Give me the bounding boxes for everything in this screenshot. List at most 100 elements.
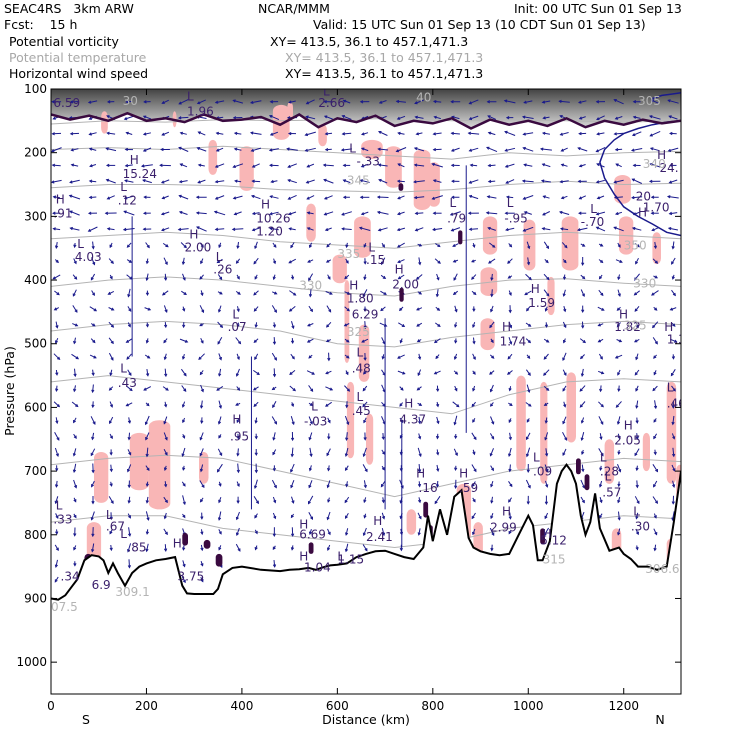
- wind-vector-head: [323, 212, 327, 216]
- wind-vector: [345, 370, 349, 376]
- wind-vector: [396, 115, 406, 120]
- wind-vector-head: [381, 356, 385, 360]
- wind-vector: [631, 131, 642, 137]
- theta-contour-label: 305: [638, 94, 661, 108]
- wind-vector-head: [648, 179, 653, 184]
- wind-vector-head: [56, 437, 60, 441]
- wind-vector-head: [182, 467, 186, 471]
- wind-vector-head: [542, 195, 546, 199]
- wind-vector: [163, 305, 168, 313]
- wind-vector-shaft: [270, 227, 279, 231]
- wind-vector-head: [345, 244, 349, 249]
- wind-vector-head: [545, 453, 549, 457]
- wind-vector: [236, 433, 240, 440]
- wind-vector: [671, 415, 675, 426]
- wind-vector-shaft: [305, 147, 316, 152]
- wind-vector-head: [92, 261, 96, 266]
- wind-vector-head: [599, 467, 603, 472]
- wind-vector-head: [509, 325, 513, 329]
- wind-vector-shaft: [526, 241, 530, 249]
- wind-vector-head: [418, 356, 422, 361]
- wind-vector: [51, 132, 62, 136]
- wind-vector-shaft: [598, 416, 604, 425]
- wind-vector-head: [250, 131, 254, 135]
- wind-vector-head: [236, 308, 240, 313]
- wind-vector: [521, 115, 534, 119]
- wind-vector: [290, 527, 295, 537]
- wind-vector-shaft: [305, 131, 316, 136]
- wind-vector-head: [125, 339, 130, 343]
- wind-vector-head: [254, 485, 258, 490]
- wind-vector-head: [214, 227, 219, 231]
- pv-extremum-label: .09: [533, 465, 552, 479]
- wind-vector-head: [582, 243, 586, 247]
- wind-vector-head: [674, 339, 678, 343]
- wind-vector-shaft: [270, 195, 279, 199]
- wind-vector-shaft: [381, 337, 386, 344]
- wind-vector: [525, 447, 531, 458]
- wind-vector: [308, 242, 313, 249]
- wind-vector-shaft: [253, 496, 259, 504]
- wind-vector: [490, 544, 494, 552]
- wind-vector-head: [123, 117, 128, 121]
- pv-extremum-label: L: [187, 90, 194, 104]
- wind-vector-head: [164, 499, 168, 504]
- wind-vector: [634, 305, 640, 312]
- pv-extremum-label: 1.82: [614, 320, 641, 334]
- wind-vector-shaft: [491, 289, 493, 297]
- wind-vector-head: [178, 146, 182, 150]
- wind-vector-shaft: [252, 227, 260, 231]
- wind-vector: [671, 354, 676, 360]
- wind-vector-head: [654, 307, 658, 311]
- wind-vector-shaft: [509, 432, 512, 440]
- wind-vector: [508, 290, 512, 296]
- wind-vector: [182, 465, 186, 471]
- wind-vector: [213, 210, 226, 216]
- wind-vector: [362, 447, 367, 458]
- wind-vector: [598, 259, 604, 264]
- wind-vector-head: [416, 339, 421, 343]
- wind-vector-head: [563, 339, 567, 344]
- wind-vector: [467, 211, 479, 215]
- wind-vector-head: [363, 325, 367, 330]
- wind-vector-head: [544, 324, 549, 329]
- wind-vector: [109, 544, 113, 552]
- wind-vector: [613, 132, 624, 136]
- pv-dark-blob: [540, 528, 545, 545]
- wind-vector-head: [671, 501, 675, 505]
- wind-vector-shaft: [199, 480, 205, 488]
- wind-vector-head: [634, 372, 638, 376]
- theta-contour-label: 309.1: [115, 585, 149, 599]
- wind-vector: [106, 100, 115, 104]
- wind-vector: [562, 352, 567, 362]
- wind-vector: [577, 100, 587, 104]
- model-title: SEAC4RS 3km ARW: [4, 1, 134, 16]
- wind-vector-head: [326, 452, 330, 457]
- wind-vector-head: [399, 547, 403, 552]
- wind-vector-head: [560, 163, 565, 167]
- wind-vector: [543, 289, 550, 297]
- wind-vector-shaft: [271, 352, 277, 361]
- wind-vector: [236, 463, 240, 474]
- pv-extremum-label: L: [357, 346, 364, 360]
- pv-extremum-label: L: [533, 451, 540, 465]
- wind-vector-head: [468, 180, 472, 184]
- wind-vector-shaft: [526, 384, 530, 393]
- pv-extremum-label: .57: [602, 486, 621, 500]
- wind-vector: [87, 226, 98, 232]
- wind-vector: [452, 243, 459, 247]
- wind-vector-head: [142, 211, 147, 215]
- wind-vector-shaft: [91, 257, 95, 265]
- wind-vector: [90, 448, 96, 457]
- wind-vector: [308, 495, 314, 505]
- wind-vector-head: [454, 435, 458, 440]
- wind-vector-head: [666, 195, 671, 199]
- wind-vector: [89, 164, 97, 168]
- plot-frame: [50, 88, 682, 695]
- wind-vector: [436, 449, 440, 456]
- wind-vector-head: [165, 387, 169, 391]
- wind-vector-head: [363, 484, 367, 489]
- wind-vector: [308, 385, 314, 393]
- wind-vector-head: [51, 163, 56, 167]
- wind-vector-head: [489, 371, 493, 375]
